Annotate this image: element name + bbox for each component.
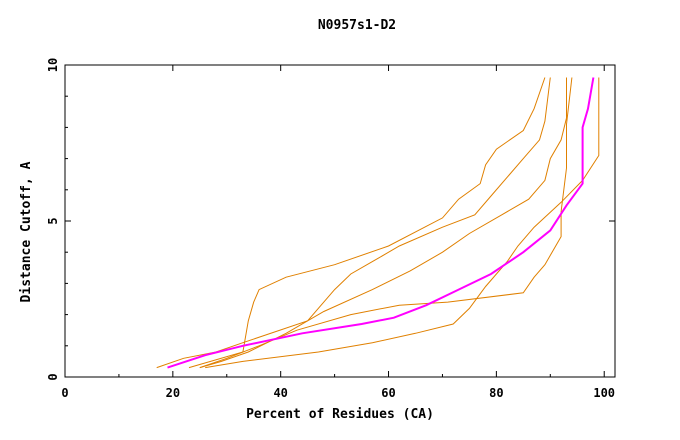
x-tick-label: 0 xyxy=(61,386,68,400)
y-axis-label: Distance Cutoff, A xyxy=(19,161,34,302)
y-tick-label: 5 xyxy=(46,217,60,224)
chart-title: N0957s1-D2 xyxy=(318,18,396,33)
y-tick-label: 0 xyxy=(46,373,60,380)
series-group xyxy=(156,77,600,369)
series-line xyxy=(156,77,551,369)
highlight-series-line xyxy=(167,77,595,369)
x-tick-label: 20 xyxy=(166,386,180,400)
series-line xyxy=(199,77,573,369)
series-line xyxy=(199,77,567,369)
axis-ticks: 0 20 40 60 80 100 0 5 10 xyxy=(46,58,615,400)
x-tick-label: 60 xyxy=(381,386,395,400)
x-tick-label: 80 xyxy=(489,386,503,400)
y-tick-label: 10 xyxy=(46,58,60,72)
series-line xyxy=(188,77,546,369)
x-tick-label: 100 xyxy=(593,386,615,400)
x-axis-label: Percent of Residues (CA) xyxy=(246,407,434,422)
x-tick-label: 40 xyxy=(273,386,287,400)
series-line xyxy=(205,77,600,369)
